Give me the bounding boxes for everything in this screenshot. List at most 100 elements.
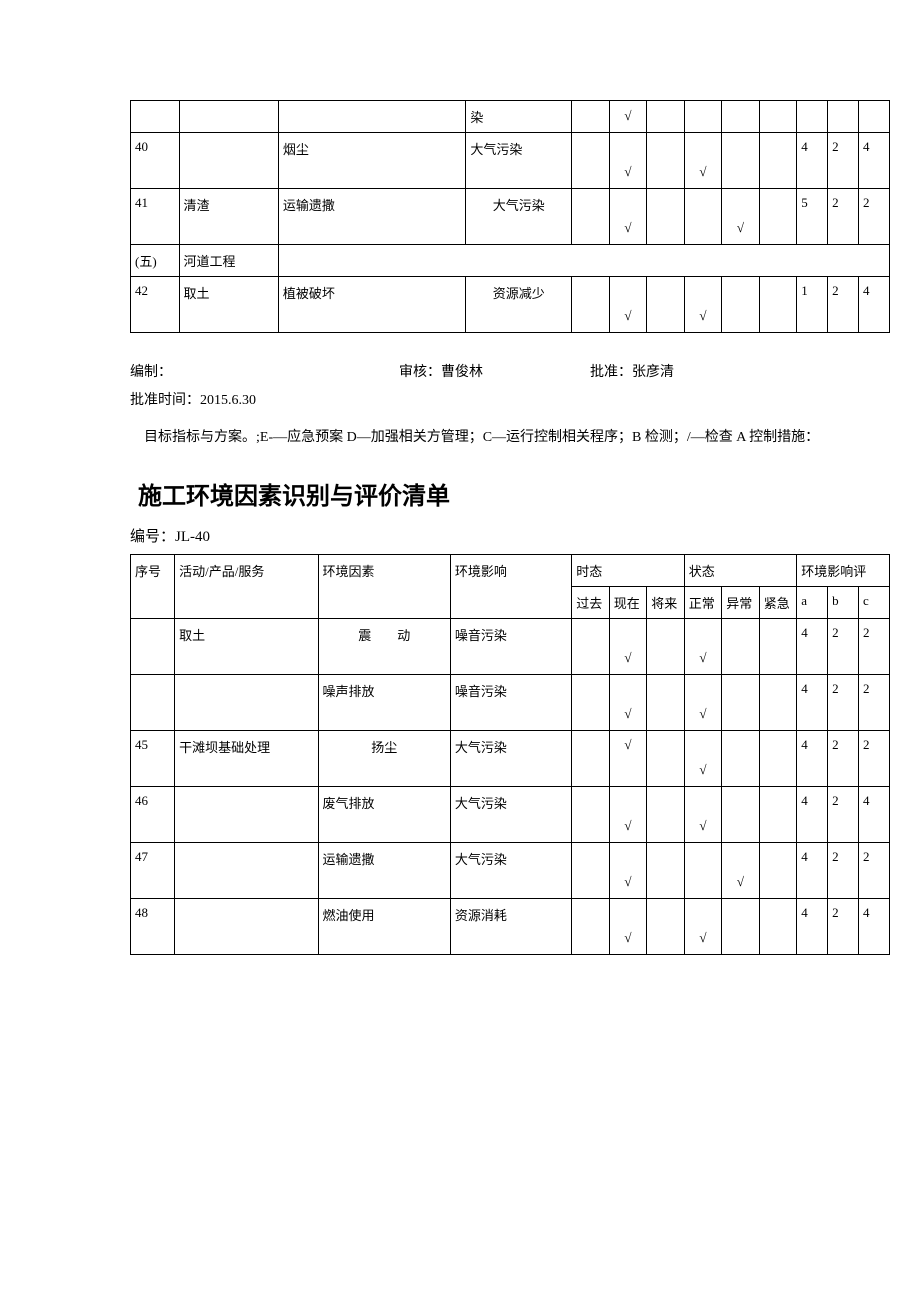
- table-cell: 5: [797, 189, 828, 245]
- table-cell: 噪声排放: [318, 674, 450, 730]
- table-cell: 噪音污染: [450, 674, 571, 730]
- table-cell: 4: [859, 786, 890, 842]
- shenhe-value: 曹俊林: [441, 361, 483, 381]
- table-cell: 2: [859, 189, 890, 245]
- doc-number: 编号：JL-40: [130, 525, 890, 546]
- time-label: 批准时间：: [130, 389, 200, 409]
- table-cell: [647, 277, 685, 333]
- col-time: 时态: [572, 554, 685, 586]
- table-cell: [647, 101, 685, 133]
- table-cell: [684, 842, 722, 898]
- table-cell: [797, 101, 828, 133]
- signature-row: 编制： 审核：曹俊林 批准：张彦清: [130, 361, 890, 381]
- table-cell: (五): [131, 245, 180, 277]
- table-cell: 烟尘: [278, 133, 466, 189]
- table-cell: 废气排放: [318, 786, 450, 842]
- table-cell: [722, 618, 760, 674]
- table-cell: [175, 786, 318, 842]
- col-eval: 环境影响评: [797, 554, 890, 586]
- col-state: 状态: [684, 554, 797, 586]
- table-cell: 运输遗撒: [278, 189, 466, 245]
- table-cell: 4: [797, 786, 828, 842]
- table-cell: 大气污染: [450, 730, 571, 786]
- table-cell: [759, 842, 797, 898]
- table-cell: √: [609, 674, 647, 730]
- table-cell: [759, 674, 797, 730]
- table-cell: [179, 101, 278, 133]
- table-cell: 4: [797, 618, 828, 674]
- table-cell: 4: [859, 133, 890, 189]
- table-cell: 48: [131, 898, 175, 954]
- table-cell: √: [684, 618, 722, 674]
- table-cell: 4: [859, 277, 890, 333]
- table-cell: [684, 189, 722, 245]
- time-value: 2015.6.30: [200, 393, 256, 409]
- table-row: 取土震 动噪音污染√√422: [131, 618, 890, 674]
- table-cell: [572, 674, 610, 730]
- col-activity: 活动/产品/服务: [175, 554, 318, 618]
- col-impact: 环境影响: [450, 554, 571, 618]
- table-row: (五)河道工程: [131, 245, 890, 277]
- table-cell: √: [609, 730, 647, 786]
- table-cell: √: [684, 786, 722, 842]
- table-cell: 运输遗撒: [318, 842, 450, 898]
- table-cell: [131, 674, 175, 730]
- table-cell: √: [609, 189, 647, 245]
- table-cell: 大气污染: [450, 786, 571, 842]
- table-cell: √: [722, 842, 760, 898]
- pizhun-value: 张彦清: [632, 361, 674, 381]
- table-cell: √: [609, 898, 647, 954]
- table-cell: [759, 730, 797, 786]
- table-cell: 植被破坏: [278, 277, 466, 333]
- table-cell: [722, 786, 760, 842]
- table-cell: 45: [131, 730, 175, 786]
- table-cell: [722, 674, 760, 730]
- table-cell: 47: [131, 842, 175, 898]
- table-cell: [759, 618, 797, 674]
- table-cell: [759, 898, 797, 954]
- table-header-row-1: 序号 活动/产品/服务 环境因素 环境影响 时态 状态 环境影响评: [131, 554, 890, 586]
- table-cell: [572, 277, 610, 333]
- table-cell: 干滩坝基础处理: [175, 730, 318, 786]
- table-cell: [722, 730, 760, 786]
- subno-label: 编号：: [130, 529, 175, 545]
- table-cell: [759, 101, 797, 133]
- table-cell: [175, 898, 318, 954]
- table-cell: 取土: [175, 618, 318, 674]
- col-factor: 环境因素: [318, 554, 450, 618]
- table-row: 噪声排放噪音污染√√422: [131, 674, 890, 730]
- table-cell: [759, 189, 797, 245]
- table-cell: [759, 786, 797, 842]
- shenhe-label: 审核：: [399, 361, 441, 381]
- table-cell: 4: [859, 898, 890, 954]
- table-cell: [684, 101, 722, 133]
- approval-time-row: 批准时间：2015.6.30: [130, 389, 890, 409]
- table-cell: [722, 101, 760, 133]
- table-cell: √: [684, 898, 722, 954]
- table-cell: 扬尘: [318, 730, 450, 786]
- table-cell: [647, 133, 685, 189]
- table-cell: 4: [797, 133, 828, 189]
- table-cell: √: [609, 786, 647, 842]
- table-cell: 2: [828, 842, 859, 898]
- table-cell: √: [684, 133, 722, 189]
- table-row: 41清渣运输遗撒大气污染√√522: [131, 189, 890, 245]
- table-cell: 42: [131, 277, 180, 333]
- table-row: 48燃油使用资源消耗√√424: [131, 898, 890, 954]
- table-cell: [131, 618, 175, 674]
- table-row: 45干滩坝基础处理扬尘大气污染√√422: [131, 730, 890, 786]
- table-cell: [572, 842, 610, 898]
- table-cell: 4: [797, 730, 828, 786]
- table-cell: [722, 133, 760, 189]
- table-cell: 2: [828, 618, 859, 674]
- table-cell: 大气污染: [450, 842, 571, 898]
- table-cell: [828, 101, 859, 133]
- table-cell: 2: [859, 674, 890, 730]
- table-cell: 震 动: [318, 618, 450, 674]
- bianzhi-label: 编制：: [130, 361, 172, 381]
- table-cell: [179, 133, 278, 189]
- table-cell: [572, 101, 610, 133]
- env-factors-table-upper: 染√40烟尘大气污染√√42441清渣运输遗撒大气污染√√522(五)河道工程4…: [130, 100, 890, 333]
- table-cell: 4: [797, 842, 828, 898]
- table-row: 46废气排放大气污染√√424: [131, 786, 890, 842]
